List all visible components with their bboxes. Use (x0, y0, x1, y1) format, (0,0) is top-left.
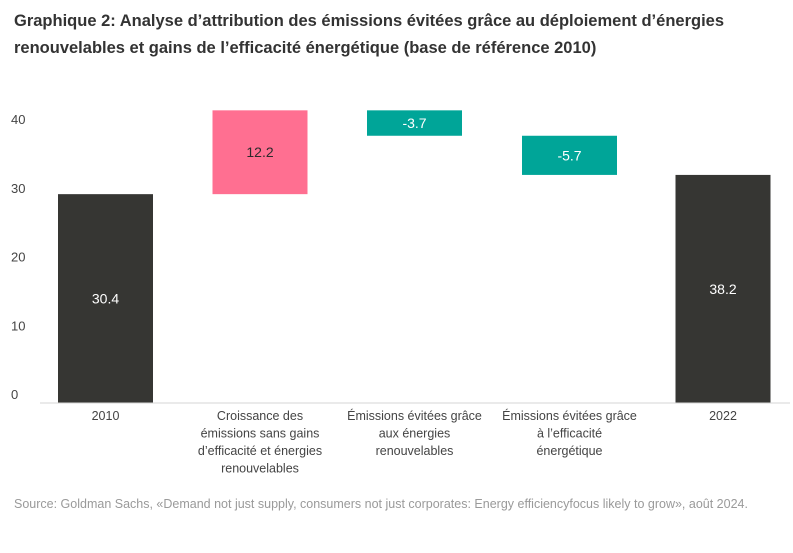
waterfall-chart: 0 10 20 30 40 30.4 12.2 -3.7 -5.7 38.2 2010 Crois… (11, 110, 790, 476)
bar-value-label: -5.7 (557, 147, 581, 163)
y-tick-label: 20 (11, 250, 25, 265)
y-tick-label: 10 (11, 318, 25, 333)
x-category-label: Croissance des émissions sans gains d’effi… (198, 409, 322, 476)
bar-value-label: 12.2 (246, 144, 273, 160)
bar-decrease (367, 110, 462, 136)
bar-value-label: 38.2 (709, 281, 736, 297)
x-category-label: 2022 (709, 409, 737, 423)
y-tick-label: 40 (11, 112, 25, 127)
y-tick-label: 30 (11, 181, 25, 196)
chart-title: Graphique 2: Analyse d’attribution des é… (14, 12, 725, 57)
source-note: Source: Goldman Sachs, «Demand not just … (14, 497, 748, 511)
bar-labels: 30.4 12.2 -3.7 -5.7 38.2 (92, 115, 737, 307)
bar-increase (212, 110, 308, 195)
x-axis: 2010 Croissance des émissions sans gains d’… (92, 408, 737, 476)
bar-decrease (522, 135, 617, 175)
bar-total (58, 194, 153, 403)
x-category-label: Émissions évitées grâce aux énergies renou… (347, 408, 482, 458)
bars (58, 110, 771, 403)
bar-total (675, 174, 771, 403)
bar-value-label: -3.7 (402, 115, 426, 131)
x-category-label: Émissions évitées grâce à l’efficacité éne… (502, 408, 637, 458)
bar-value-label: 30.4 (92, 291, 119, 307)
x-category-label: 2010 (92, 409, 120, 423)
y-axis: 0 10 20 30 40 (11, 112, 25, 402)
y-tick-label: 0 (11, 387, 18, 402)
